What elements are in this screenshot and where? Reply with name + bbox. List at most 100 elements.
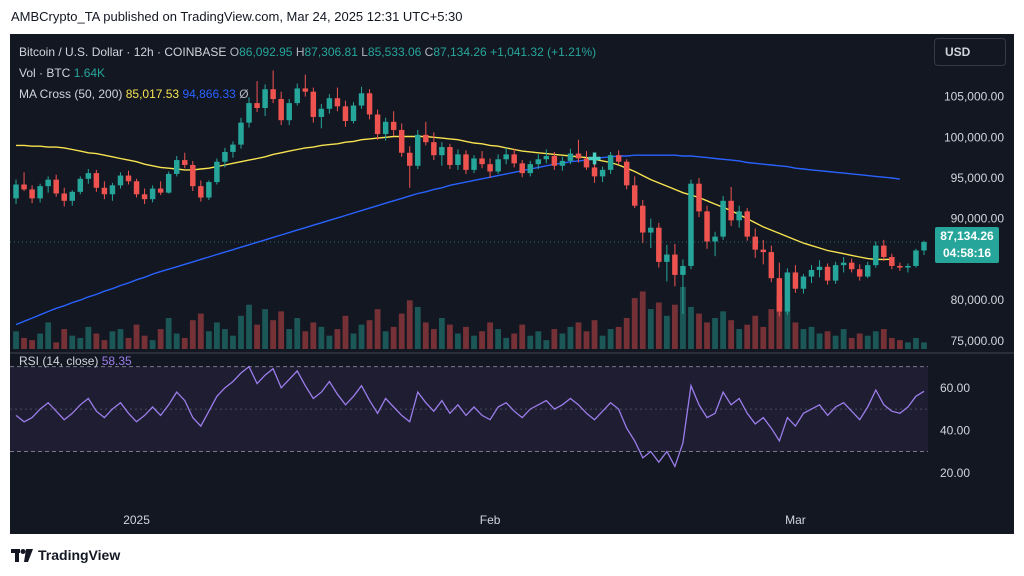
chart-panel[interactable]: 105,000.00 100,000.00 95,000.00 90,000.00 80… xyxy=(10,34,1014,534)
volume-bar xyxy=(189,320,196,349)
candle xyxy=(519,163,525,174)
publish-header: AMBCrypto_TA published on TradingView.co… xyxy=(0,0,1024,34)
candle xyxy=(551,156,558,166)
candle xyxy=(575,153,582,159)
candle xyxy=(728,200,734,221)
volume-bar xyxy=(503,337,510,349)
candle xyxy=(366,93,373,115)
ma-symbol: Ø xyxy=(239,87,249,101)
volume-bar xyxy=(463,326,469,349)
volume-bar xyxy=(543,340,550,349)
candle xyxy=(808,270,815,277)
candle xyxy=(455,154,461,165)
volume-bar xyxy=(125,337,132,349)
volume-bar xyxy=(69,335,76,349)
candle xyxy=(623,161,630,186)
price-chart[interactable]: 105,000.00 100,000.00 95,000.00 90,000.00 80… xyxy=(10,34,1014,534)
time-axis-label: Feb xyxy=(480,513,501,527)
candle xyxy=(704,211,710,242)
candle xyxy=(358,93,365,106)
candle xyxy=(53,179,59,194)
price-axis-label: 75,000.00 xyxy=(951,334,1005,348)
candle xyxy=(463,154,469,170)
candle xyxy=(214,161,220,183)
volume-bar xyxy=(61,329,68,349)
volume-bar xyxy=(535,331,542,349)
candle xyxy=(415,134,421,166)
volume-bar xyxy=(872,331,879,349)
low-label: L xyxy=(361,45,368,59)
volume-bar xyxy=(286,329,293,349)
volume-bar xyxy=(639,291,646,349)
candle xyxy=(688,183,694,266)
bar-countdown: 04:58:16 xyxy=(942,246,992,260)
candle xyxy=(648,227,654,233)
ma50-line xyxy=(16,135,892,261)
candle xyxy=(310,91,317,117)
volume-bar xyxy=(109,331,116,349)
volume-bar xyxy=(527,335,534,349)
candle xyxy=(865,265,871,277)
change-value: +1,041.32 (+1.21%) xyxy=(490,45,597,59)
candle xyxy=(913,250,919,266)
volume-bar xyxy=(792,322,799,349)
time-axis-label: Mar xyxy=(785,513,806,527)
volume-bar xyxy=(414,306,421,349)
volume-bar xyxy=(567,326,574,349)
ma-cross-row: MA Cross (50, 200) 85,017.53 94,866.33 Ø xyxy=(19,84,596,105)
volume-bar xyxy=(390,326,397,349)
volume-bar xyxy=(607,329,614,349)
candle xyxy=(543,156,550,160)
candle xyxy=(591,167,598,177)
currency-button[interactable]: USD xyxy=(934,38,1006,66)
volume-bar xyxy=(53,342,60,349)
candle xyxy=(897,265,903,268)
volume-bar xyxy=(37,333,44,349)
price-axis-label: 90,000.00 xyxy=(951,212,1005,226)
volume-bar xyxy=(800,329,807,349)
candle xyxy=(37,186,43,199)
candle xyxy=(246,103,252,123)
volume-bar xyxy=(334,329,341,349)
volume-bar xyxy=(398,313,405,349)
volume-bar xyxy=(254,324,260,349)
rsi-line xyxy=(15,365,925,469)
candle xyxy=(889,256,895,266)
rsi-label: RSI (14, close) xyxy=(19,354,99,368)
tradingview-logo[interactable]: TradingView xyxy=(11,547,120,563)
volume-bar xyxy=(382,331,389,349)
candle xyxy=(270,89,276,100)
volume-bar xyxy=(704,322,710,349)
volume-bar xyxy=(165,318,172,349)
candle xyxy=(873,245,879,266)
volume-bar xyxy=(647,309,654,349)
candle xyxy=(832,265,839,281)
volume-bar xyxy=(768,309,775,349)
rsi-value: 58.35 xyxy=(101,354,132,368)
candle xyxy=(85,173,92,179)
candle xyxy=(390,121,397,130)
volume-bar xyxy=(880,329,887,349)
symbol-label: Bitcoin / U.S. Dollar · 12h · COINBASE xyxy=(19,45,227,59)
volume-bar xyxy=(157,329,164,349)
candle xyxy=(784,272,791,312)
candle xyxy=(856,269,863,277)
candle xyxy=(487,164,493,172)
publisher-text: AMBCrypto_TA published on TradingView.co… xyxy=(11,9,463,24)
volume-bar xyxy=(29,340,35,349)
candle xyxy=(198,186,204,198)
candle xyxy=(881,245,887,257)
candle xyxy=(840,262,847,266)
volume-bar xyxy=(913,337,919,349)
candle xyxy=(149,188,156,200)
candle xyxy=(286,103,292,121)
candle xyxy=(768,252,775,279)
volume-bar xyxy=(921,342,927,349)
candle xyxy=(471,158,477,170)
candle xyxy=(696,183,702,212)
volume-bar xyxy=(13,331,19,349)
volume-bar xyxy=(519,324,526,349)
volume-bar xyxy=(896,340,903,349)
candle xyxy=(262,89,268,108)
volume-bar xyxy=(840,329,847,349)
